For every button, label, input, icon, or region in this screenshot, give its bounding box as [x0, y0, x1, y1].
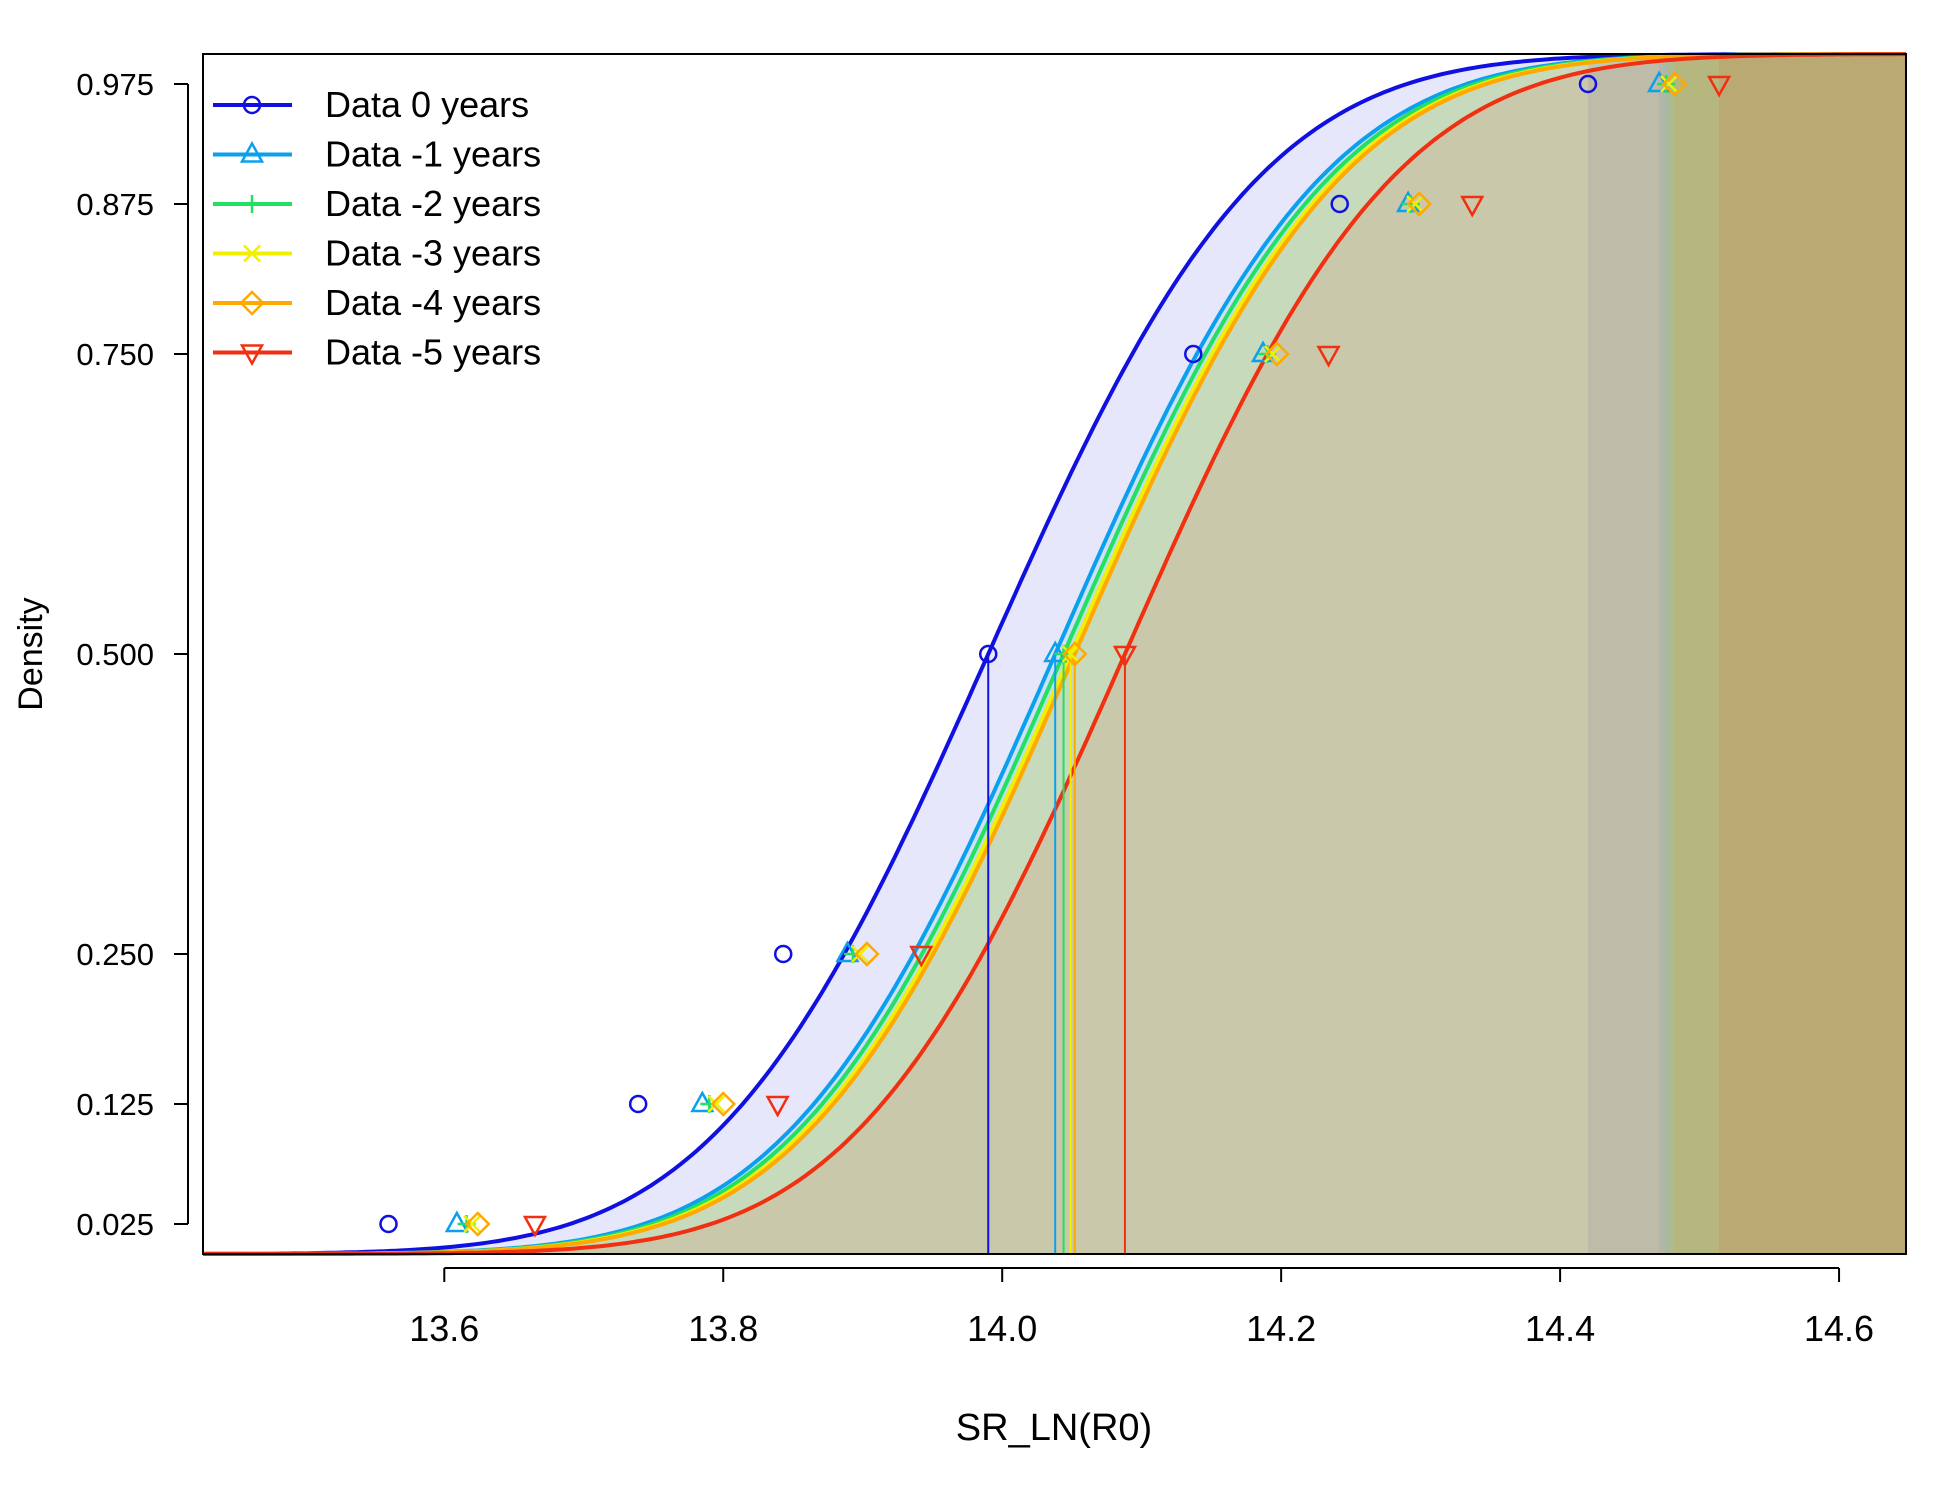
- area-series-2: [203, 54, 1906, 1254]
- marker-series-4-point-0: [464, 1211, 491, 1237]
- marker-series-2-point-6: [1657, 75, 1676, 93]
- y-tick-label-0: 0.025: [76, 1207, 154, 1242]
- marker-series-0-point-2: [773, 944, 793, 964]
- legend-label-2: Data -2 years: [325, 183, 541, 224]
- legend-marker-1: [239, 140, 265, 163]
- marker-series-1-point-3: [1043, 640, 1068, 663]
- upper-tail-shade-5: [1719, 54, 1906, 1254]
- marker-series-5-point-0: [522, 1215, 548, 1238]
- upper-tail-shade-2: [1666, 54, 1906, 1254]
- line-series-0: [202, 52, 1906, 1256]
- y-tick-label-3: 0.500: [76, 637, 154, 672]
- legend-marker-2: [243, 195, 261, 213]
- shaded-regions: [203, 54, 1906, 1255]
- marker-series-5-point-1: [765, 1095, 790, 1118]
- marker-series-0-point-6: [1578, 74, 1598, 94]
- marker-series-1-point-0: [444, 1210, 469, 1233]
- y-tick-label-2: 0.250: [76, 937, 154, 972]
- legend-marker-5: [239, 344, 265, 367]
- marker-series-3-point-3: [1061, 645, 1080, 663]
- marker-series-0-point-0: [379, 1214, 398, 1234]
- median-lines: [987, 654, 1126, 1254]
- marker-series-3-point-1: [707, 1095, 726, 1113]
- marker-series-4-point-1: [710, 1091, 737, 1117]
- legend-label-5: Data -5 years: [325, 332, 541, 373]
- axes: 13.6 13.8 14.0 14.2 14.4 14.6 0.025 0.125 0.250 0…: [76, 67, 1874, 1349]
- marker-series-5-point-6: [1706, 75, 1732, 98]
- marker-series-2-point-5: [1401, 195, 1420, 213]
- x-tick-label-2: 14.0: [967, 1308, 1037, 1349]
- legend-label-4: Data -4 years: [325, 282, 541, 323]
- marker-series-0-point-1: [628, 1094, 648, 1114]
- x-tick-label-1: 13.8: [688, 1308, 758, 1349]
- upper-tail-shade-3: [1668, 54, 1906, 1254]
- y-tick-label-4: 0.750: [76, 337, 154, 372]
- y-tick-label-5: 0.875: [76, 187, 154, 222]
- marker-series-4-point-3: [1061, 641, 1088, 667]
- legend-label-3: Data -3 years: [325, 233, 541, 274]
- area-series-1: [203, 54, 1906, 1254]
- legend-marker-4: [239, 290, 265, 316]
- marker-series-3-point-0: [463, 1215, 482, 1233]
- upper-tail-shade-1: [1659, 54, 1906, 1254]
- plot-frame: [202, 53, 1907, 1255]
- marker-series-5-point-5: [1460, 195, 1485, 218]
- marker-series-5-point-2: [909, 945, 934, 968]
- legend: Data 0 years Data -1 years Data -2 years Da…: [213, 84, 541, 373]
- x-tick-label-5: 14.6: [1804, 1308, 1874, 1349]
- series-markers: [379, 70, 1732, 1238]
- marker-series-3-point-2: [851, 945, 869, 963]
- legend-marker-3: [243, 244, 261, 263]
- legend-marker-0: [242, 95, 262, 115]
- upper-tail-shade-0: [1588, 54, 1906, 1254]
- legend-label-0: Data 0 years: [325, 84, 529, 125]
- marker-series-5-point-3: [1112, 645, 1138, 668]
- y-tick-label-6: 0.975: [76, 67, 154, 102]
- marker-series-0-point-3: [978, 644, 998, 664]
- y-axis-title: Density: [12, 597, 50, 710]
- area-series-5: [203, 54, 1906, 1255]
- x-tick-label-4: 14.4: [1525, 1308, 1595, 1349]
- marker-series-4-point-2: [854, 941, 880, 967]
- marker-series-3-point-5: [1406, 195, 1424, 213]
- marker-series-0-point-4: [1184, 344, 1203, 364]
- marker-series-1-point-1: [690, 1090, 715, 1113]
- marker-series-3-point-6: [1660, 75, 1678, 93]
- marker-series-3-point-4: [1263, 345, 1282, 363]
- area-series-4: [203, 54, 1906, 1254]
- marker-series-4-point-5: [1406, 191, 1432, 217]
- marker-series-4-point-4: [1264, 341, 1290, 367]
- marker-series-0-point-5: [1330, 194, 1349, 214]
- y-tick-label-1: 0.125: [76, 1087, 154, 1122]
- marker-series-5-point-4: [1316, 345, 1341, 368]
- x-axis-title: SR_LN(R0): [956, 1407, 1152, 1449]
- marker-series-4-point-6: [1661, 71, 1688, 97]
- x-tick-label-3: 14.2: [1246, 1308, 1316, 1349]
- legend-label-1: Data -1 years: [325, 134, 541, 175]
- upper-tail-shade-4: [1674, 54, 1906, 1254]
- x-tick-label-0: 13.6: [409, 1308, 479, 1349]
- area-series-3: [203, 54, 1906, 1254]
